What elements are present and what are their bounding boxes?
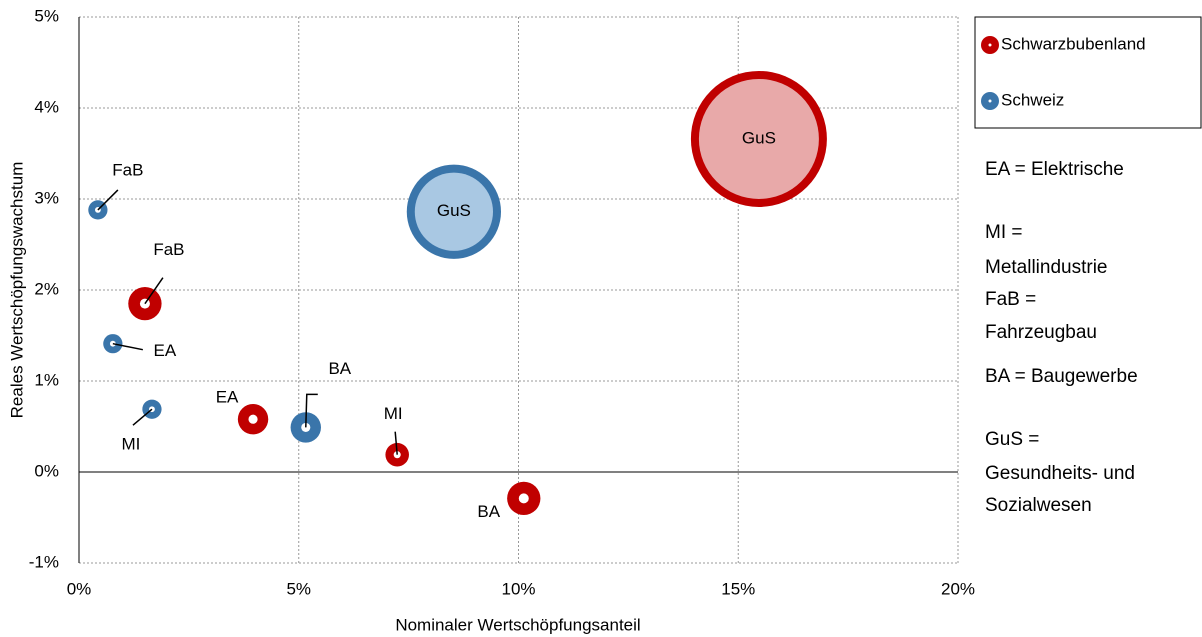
x-tick-label: 10% bbox=[501, 579, 535, 598]
annotation: EA = Elektrische bbox=[985, 159, 1124, 180]
annotation: BA = Baugewerbe bbox=[985, 366, 1138, 387]
x-tick-label: 0% bbox=[67, 579, 92, 598]
point-label: MI bbox=[384, 404, 403, 423]
bubble-fill bbox=[139, 298, 150, 309]
leader-line bbox=[97, 189, 119, 211]
annotation: Fahrzeugbau bbox=[985, 322, 1097, 343]
point-label: BA bbox=[328, 359, 351, 378]
bubble-fill bbox=[248, 414, 258, 424]
annotation: GuS = bbox=[985, 429, 1039, 450]
x-tick-label: 15% bbox=[721, 579, 755, 598]
point-label: FaB bbox=[112, 160, 143, 179]
y-tick-label: 4% bbox=[34, 97, 59, 116]
leader-line bbox=[144, 277, 164, 305]
legend-marker-center bbox=[988, 43, 992, 47]
y-tick-label: 0% bbox=[34, 461, 59, 480]
point-label: BA bbox=[477, 502, 500, 521]
legend-label: Schwarzbubenland bbox=[1001, 34, 1146, 53]
bubble-fill bbox=[698, 78, 819, 199]
annotation: FaB = bbox=[985, 289, 1036, 310]
point-label: FaB bbox=[153, 240, 184, 259]
y-tick-label: 5% bbox=[34, 6, 59, 25]
point-label: EA bbox=[153, 341, 176, 360]
y-tick-label: 3% bbox=[34, 188, 59, 207]
point-label: MI bbox=[122, 435, 141, 454]
leader-line bbox=[112, 342, 143, 351]
y-tick-label: 1% bbox=[34, 370, 59, 389]
y-tick-label: -1% bbox=[29, 552, 59, 571]
point-label: GuS bbox=[437, 201, 471, 220]
bubble-fill bbox=[414, 172, 494, 251]
leader-line bbox=[394, 431, 398, 455]
annotation: Sozialwesen bbox=[985, 495, 1092, 516]
annotation: MI = bbox=[985, 222, 1022, 243]
point-label: EA bbox=[216, 388, 239, 407]
leader-line bbox=[132, 408, 153, 426]
bubble bbox=[507, 481, 541, 516]
annotation: Metallindustrie bbox=[985, 257, 1108, 278]
x-tick-label: 5% bbox=[286, 579, 311, 598]
bubble bbox=[690, 70, 827, 207]
legend-marker-center bbox=[988, 99, 992, 103]
point-label: GuS bbox=[742, 128, 776, 147]
bubble bbox=[406, 164, 502, 259]
annotation: Gesundheits- und bbox=[985, 463, 1135, 484]
bubble-fill bbox=[518, 493, 529, 504]
leader-line bbox=[305, 393, 318, 428]
bubble bbox=[237, 404, 269, 435]
x-axis-title: Nominaler Wertschöpfungsanteil bbox=[395, 615, 640, 634]
y-axis-title: Reales Wertschöpfungswachstum bbox=[7, 162, 26, 419]
legend-label: Schweiz bbox=[1001, 90, 1064, 109]
legend-box bbox=[974, 16, 1202, 129]
y-tick-label: 2% bbox=[34, 279, 59, 298]
x-tick-label: 20% bbox=[941, 579, 975, 598]
